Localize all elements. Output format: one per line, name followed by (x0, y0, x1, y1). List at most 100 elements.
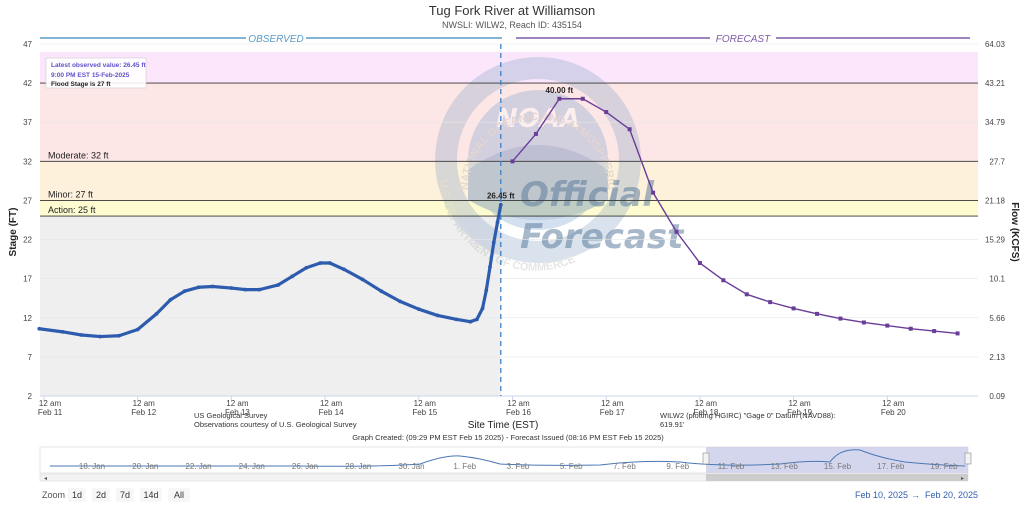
x-tick-time-0: 12 am (39, 399, 62, 408)
zoom-button-label-0[interactable]: 1d (72, 490, 82, 500)
forecast-point-12 (791, 306, 796, 311)
threshold-lines: Action: 25 ft Minor: 27 ft Moderate: 32 ft (40, 82, 978, 217)
navigator-label-4: 26. Jan (292, 462, 318, 471)
tooltip-timestamp: 9:00 PM EST 15-Feb-2025 (51, 72, 130, 79)
observed-point-28 (480, 306, 485, 311)
x-axis-title: Site Time (EST) (468, 420, 539, 431)
forecast-point-7 (674, 229, 679, 234)
navigator-labels: 18. Jan 20. Jan 22. Jan 24. Jan 26. Jan 28. J… (79, 462, 958, 471)
datum-info: WILW2 (plotting HGIRC) "Gage 0" Datum (N… (660, 411, 836, 420)
zoom-button-label-3[interactable]: 14d (143, 490, 158, 500)
navigator-label-11: 9. Feb (666, 462, 689, 471)
x-tick-date-0: Feb 11 (38, 408, 63, 417)
observed-point-18 (327, 261, 332, 265)
forecast-point-2 (557, 96, 562, 101)
y-axis-right-title: Flow (KCFS) (1009, 202, 1020, 261)
x-tick-date-8: Feb 19 (787, 408, 812, 417)
x-tick-date-6: Feb 17 (600, 408, 625, 417)
usgs-credit: US Geological Survey (194, 411, 268, 420)
y-left-tick-1: 7 (28, 353, 33, 362)
stage-band-0 (40, 216, 501, 396)
threshold-label-0: Action: 25 ft (48, 205, 96, 215)
zoom-button-label-2[interactable]: 7d (120, 490, 130, 500)
observed-point-4 (117, 333, 121, 338)
tooltip-box (45, 57, 147, 89)
navigator-label-16: 19. Feb (930, 462, 958, 471)
zoom-button-bg-3[interactable] (140, 488, 162, 502)
zoom-buttons: 1d 2d 7d 14d All (68, 488, 190, 502)
observed-point-3 (98, 334, 103, 339)
watermark-forecast: Forecast (520, 217, 685, 257)
stage-band-4 (40, 51, 978, 84)
zoom-button-14d[interactable]: 14d (140, 488, 162, 502)
forecast-point-15 (861, 320, 866, 325)
noaa-seal-text: NOAA (496, 104, 580, 134)
navigator-label-13: 13. Feb (771, 462, 799, 471)
forecast-point-3 (580, 96, 585, 101)
observed-header-label: OBSERVED (248, 34, 303, 45)
y-right-tick-9: 64.03 (985, 40, 1006, 49)
observed-point-31 (491, 240, 496, 245)
scroll-right-arrow-icon[interactable]: ▸ (961, 476, 964, 482)
data-label-0: 26.45 ft (487, 192, 515, 201)
chart-title: Tug Fork River at Williamson (429, 3, 595, 18)
y-right-tick-8: 43.21 (985, 79, 1006, 88)
y-right-tick-6: 27.7 (989, 157, 1005, 166)
range-from-date[interactable]: Feb 10, 2025 (855, 490, 908, 500)
x-tick-time-3: 12 am (320, 399, 343, 408)
latest-value-tooltip: Latest observed value: 26.45 ft 9:00 PM … (45, 57, 147, 89)
forecast-point-13 (815, 311, 820, 316)
chart-subtitle: NWSLI: WILW2, Reach ID: 435154 (442, 20, 582, 30)
zoom-button-label-1[interactable]: 2d (96, 490, 106, 500)
navigator-label-3: 24. Jan (239, 462, 265, 471)
navigator-right-handle[interactable] (964, 452, 972, 465)
range-to-date[interactable]: Feb 20, 2025 (925, 490, 978, 500)
zoom-button-7d[interactable]: 7d (116, 488, 134, 502)
navigator-label-7: 1. Feb (453, 462, 476, 471)
x-tick-date-5: Feb 16 (506, 408, 531, 417)
y-left-tick-3: 17 (23, 275, 32, 284)
zoom-button-2d[interactable]: 2d (92, 488, 110, 502)
zoom-button-1d[interactable]: 1d (68, 488, 86, 502)
y-right-tick-0: 0.09 (989, 392, 1005, 401)
forecast-header-label: FORECAST (716, 34, 771, 45)
observed-point-0 (37, 326, 42, 331)
navigator-selected-range[interactable] (706, 447, 968, 473)
zoom-button-bg-4[interactable] (168, 488, 190, 502)
y-right-tick-3: 10.1 (989, 275, 1005, 284)
observed-point-27 (474, 317, 479, 322)
zoom-button-bg-0[interactable] (68, 488, 86, 502)
y-right-tick-1: 2.13 (989, 353, 1005, 362)
zoom-button-bg-2[interactable] (116, 488, 134, 502)
data-label-1: 40.00 ft (546, 86, 574, 95)
x-tick-time-6: 12 am (601, 399, 624, 408)
navigator-left-handle[interactable] (702, 452, 710, 465)
observed-point-24 (435, 313, 440, 318)
zoom-button-label-4[interactable]: All (174, 490, 184, 500)
y-axis-right: 0.09 2.13 5.66 10.1 15.29 21.18 27.7 34.79 43.21… (985, 40, 1006, 401)
x-tick-time-1: 12 am (133, 399, 156, 408)
navigator-label-12: 11. Feb (718, 462, 745, 471)
observed-point-6 (154, 311, 159, 316)
navigator[interactable]: 18. Jan 20. Jan 22. Jan 24. Jan 26. Jan 28. J… (39, 446, 972, 482)
observed-point-30 (488, 265, 492, 269)
scroll-left-arrow-icon[interactable]: ◂ (44, 476, 47, 482)
observed-point-7 (168, 297, 173, 302)
navigator-scrollbar-thumb[interactable] (706, 474, 968, 481)
x-tick-date-3: Feb 14 (319, 408, 344, 417)
observed-point-15 (290, 274, 295, 279)
observed-point-12 (243, 287, 248, 292)
noaa-seal-ring (435, 57, 641, 263)
observed-point-29 (484, 288, 489, 293)
y-left-tick-0: 2 (28, 392, 33, 401)
forecast-point-5 (627, 127, 632, 132)
stage-band-2 (40, 161, 978, 201)
y-right-tick-5: 21.18 (985, 196, 1006, 205)
x-tick-time-8: 12 am (788, 399, 811, 408)
navigator-label-2: 22. Jan (185, 462, 211, 471)
zoom-button-bg-1[interactable] (92, 488, 110, 502)
zoom-button-All[interactable]: All (168, 488, 190, 502)
